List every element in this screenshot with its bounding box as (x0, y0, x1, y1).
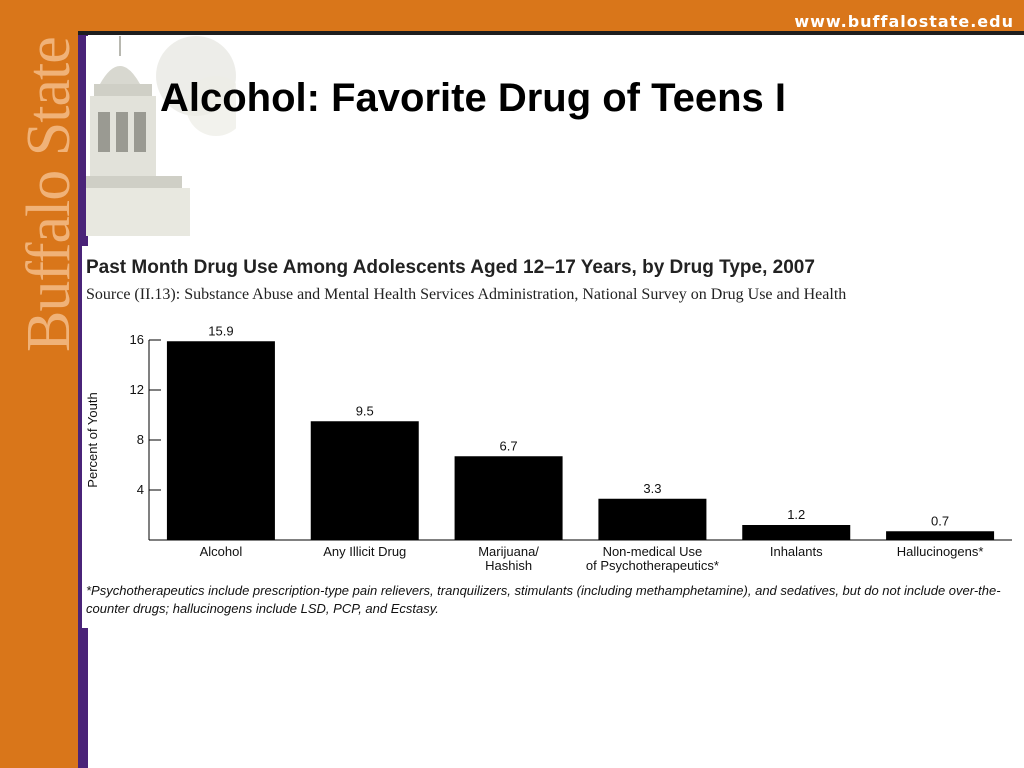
left-banner (0, 0, 78, 768)
bar (310, 421, 419, 540)
bar-value-label: 6.7 (500, 438, 518, 453)
x-tick-label-line: Marijuana/ (478, 544, 539, 559)
site-url: www.buffalostate.edu (794, 12, 1014, 31)
x-tick-label: Non-medical Use of Psychotherapeutics* (586, 544, 719, 573)
bar (454, 456, 563, 540)
brand-logo-text: Buffalo State (15, 37, 83, 352)
x-tick-label-line: of Psychotherapeutics* (586, 558, 719, 573)
x-tick-label: Hallucinogens* (897, 544, 984, 559)
x-tick-label-line: Alcohol (200, 544, 243, 559)
slide-title: Alcohol: Favorite Drug of Teens I (160, 76, 786, 120)
bar-value-label: 3.3 (643, 481, 661, 496)
x-tick-label: Inhalants (770, 544, 823, 559)
bar (742, 525, 851, 540)
y-tick-label: 8 (137, 432, 144, 447)
bar-value-label: 1.2 (787, 507, 805, 522)
bar (886, 531, 995, 540)
bar-value-label: 0.7 (931, 513, 949, 528)
y-tick-label: 12 (130, 382, 144, 397)
chart-source: Source (II.13): Substance Abuse and Ment… (86, 286, 847, 303)
x-tick-label-line: Inhalants (770, 544, 823, 559)
bell-tower-image (86, 36, 236, 236)
y-tick-label: 16 (130, 332, 144, 347)
top-accent-line (78, 31, 1024, 35)
x-tick-label-line: Hallucinogens* (897, 544, 984, 559)
y-tick-label: 4 (137, 482, 144, 497)
x-tick-label-line: Hashish (485, 558, 532, 573)
x-tick-label: Any Illicit Drug (323, 544, 406, 559)
x-tick-label: Alcohol (200, 544, 243, 559)
top-banner (0, 0, 1024, 34)
x-tick-label: Marijuana/Hashish (478, 544, 539, 573)
bar (598, 498, 707, 540)
x-tick-label-line: Non-medical Use (603, 544, 703, 559)
bar-value-label: 15.9 (208, 323, 233, 338)
bar-value-label: 9.5 (356, 403, 374, 418)
bar (166, 341, 275, 540)
chart-title: Past Month Drug Use Among Adolescents Ag… (86, 257, 815, 278)
bar-chart: 4 8 12 16 Percent of Youth 15.9 Alcohol 9.5 Any … (85, 323, 1012, 573)
chart-footnote: *Psychotherapeutics include prescription… (86, 583, 1001, 616)
x-tick-label-line: Any Illicit Drug (323, 544, 406, 559)
y-axis-label: Percent of Youth (85, 392, 100, 487)
